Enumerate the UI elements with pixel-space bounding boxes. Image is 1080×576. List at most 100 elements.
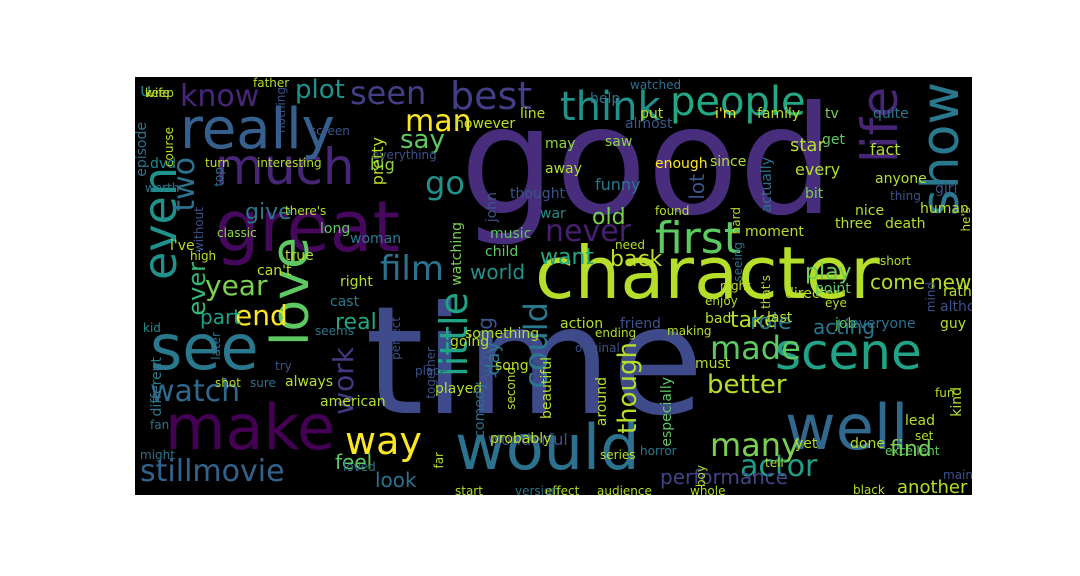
word-take: take (730, 308, 778, 333)
word-fun: fun (935, 386, 955, 400)
word-second: second (504, 367, 518, 410)
word-enjoy: enjoy (705, 294, 738, 308)
word-great: great (215, 186, 401, 268)
word-play: play (805, 260, 852, 285)
word-big: big (370, 155, 395, 174)
word-something: something (465, 326, 540, 342)
word-true: true (285, 248, 314, 264)
word-since: since (710, 154, 747, 170)
word-though: though (613, 342, 643, 435)
word-job: job (835, 316, 857, 332)
word-course: course (162, 127, 176, 168)
word-really: really (180, 97, 335, 162)
word-actually: actually (759, 157, 775, 213)
word-try: try (275, 359, 292, 373)
word-kid: kid (143, 321, 161, 335)
word-old: old (592, 205, 626, 230)
word-series: series (600, 448, 636, 462)
word-done: done (850, 436, 885, 452)
word-nice: nice (855, 203, 885, 219)
word-fact: fact (870, 140, 901, 159)
word-director: director (785, 286, 840, 302)
word-comedy: comedy (472, 382, 488, 438)
word-dvd: dvd (150, 156, 177, 172)
word-song: song (495, 358, 529, 374)
word-good: good (460, 77, 834, 249)
word-u: u (140, 80, 152, 101)
word-last: last (767, 310, 793, 326)
word-actor: actor (740, 449, 818, 484)
word-always: always (285, 374, 334, 390)
word-going: going (450, 334, 490, 350)
word-scene: scene (775, 323, 922, 381)
word-first: first (655, 213, 741, 264)
word-world: world (470, 260, 526, 284)
word-family: family (757, 106, 801, 122)
word-feel: feel (335, 450, 373, 474)
word-star: star (790, 135, 825, 156)
word-give: give (245, 200, 292, 225)
word-see: see (150, 311, 259, 384)
word-anyone: anyone (875, 171, 927, 187)
word-without: without (192, 207, 206, 253)
word-may: may (545, 136, 576, 152)
word-almost: almost (625, 116, 673, 132)
word-rather: rather (943, 284, 972, 300)
word-can-t: can't (257, 263, 292, 279)
word-cast: cast (330, 294, 360, 310)
word-friend: friend (620, 316, 661, 332)
word-much: much (215, 138, 355, 196)
word-black: black (853, 483, 885, 495)
word-bad: bad (705, 311, 732, 327)
word-guy: guy (940, 316, 967, 332)
word-put: put (640, 106, 664, 122)
word-find: find (890, 437, 932, 462)
word-night: night (720, 279, 751, 293)
word-seen: seen (350, 77, 427, 112)
word-seems: seems (315, 324, 354, 338)
word-look: look (375, 468, 417, 492)
word-whole: whole (690, 484, 726, 495)
word-help: help (590, 91, 621, 107)
word-hard: hard (729, 207, 743, 235)
word-nothing: nothing (274, 87, 288, 133)
word-sure: sure (250, 376, 276, 390)
word-set: set (915, 429, 934, 443)
word-tv: tv (825, 106, 839, 122)
word-short: short (880, 254, 911, 268)
word-girl: girl (935, 181, 958, 197)
word-way: way (345, 419, 422, 463)
word-played: played (435, 381, 483, 397)
word-boy: boy (694, 465, 708, 488)
word-quite: quite (873, 106, 909, 122)
word-three: three (835, 216, 873, 232)
word-i-m: i'm (715, 106, 737, 122)
word-woman: woman (350, 231, 402, 247)
word-around: around (594, 377, 610, 427)
word-part: part (200, 305, 242, 329)
word-start: start (455, 484, 483, 495)
word-away: away (545, 161, 582, 177)
word-he-s: he's (959, 207, 972, 232)
word-performance: performance (660, 465, 789, 489)
word-top: top (212, 167, 226, 187)
word-film: film (380, 249, 444, 289)
word-especially: especially (659, 377, 675, 447)
word-however: however (455, 116, 516, 132)
word-better: better (707, 370, 787, 400)
word-kind: kind (949, 387, 965, 417)
word-many: many (710, 426, 800, 464)
word-every: every (795, 160, 841, 179)
word-place: place (415, 364, 448, 378)
word-must: must (695, 356, 731, 372)
word-perfect: perfect (389, 317, 403, 360)
word-together: together (424, 347, 438, 399)
word-high: high (190, 249, 217, 263)
word-excellent: excellent (885, 444, 940, 458)
word-really: really (180, 97, 335, 162)
word-child: child (485, 244, 519, 260)
word-episode: episode (135, 122, 150, 177)
word-another: another (897, 477, 968, 496)
word-best: best (450, 77, 533, 118)
word-make: make (165, 391, 336, 464)
